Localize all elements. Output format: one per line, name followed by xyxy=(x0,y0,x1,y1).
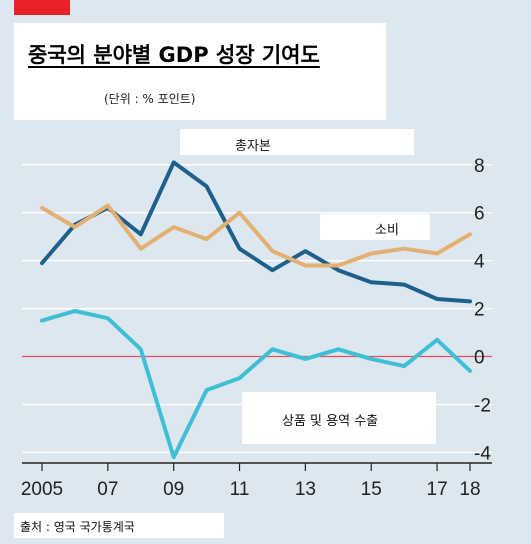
x-tick-label: 07 xyxy=(97,479,118,500)
x-tick-label: 11 xyxy=(230,479,250,500)
series-label-box-investment: 총자본 xyxy=(180,129,414,155)
series-label-box-consumption: 소비 xyxy=(320,214,430,240)
y-axis-tick-labels: 8 6 4 2 0 -2 -4 xyxy=(474,156,491,465)
y-tick-label: -2 xyxy=(474,395,491,416)
unit-note: (단위 : % 포인트) xyxy=(104,92,196,106)
x-tick-label: 17 xyxy=(427,479,448,500)
chart-title: 중국의 분야별 GDP 성장 기여도 xyxy=(28,43,320,67)
series-line-consumption xyxy=(40,203,472,268)
series-label-consumption: 소비 xyxy=(375,223,399,238)
brand-tab xyxy=(14,0,70,15)
source-note-box: 출처 : 영국 국가통계국 xyxy=(14,513,224,538)
title-panel: 중국의 분야별 GDP 성장 기여도 (단위 : % 포인트) xyxy=(14,23,386,120)
series-label-exports: 상품 및 용역 수출 xyxy=(282,414,379,429)
y-tick-label: 4 xyxy=(474,252,485,273)
y-tick-label: 0 xyxy=(474,348,485,369)
x-tick-label: 09 xyxy=(163,479,184,500)
y-tick-label: 8 xyxy=(474,156,485,177)
y-tick-label: 2 xyxy=(474,300,485,321)
series-lines xyxy=(40,160,472,460)
x-tick-label: 18 xyxy=(459,479,480,500)
x-tick-label: 15 xyxy=(361,479,382,500)
series-line-exports xyxy=(40,309,472,460)
x-tick-label: 13 xyxy=(295,479,316,500)
series-label-investment: 총자본 xyxy=(235,139,271,154)
y-tick-label: -4 xyxy=(474,443,491,464)
x-tick-label: 2005 xyxy=(21,479,63,500)
x-axis-tick-labels: 2005 07 09 11 13 15 17 18 xyxy=(21,463,481,500)
source-note: 출처 : 영국 국가통계국 xyxy=(20,520,135,534)
series-label-box-exports: 상품 및 용역 수출 xyxy=(242,392,436,444)
y-tick-label: 6 xyxy=(474,204,485,225)
